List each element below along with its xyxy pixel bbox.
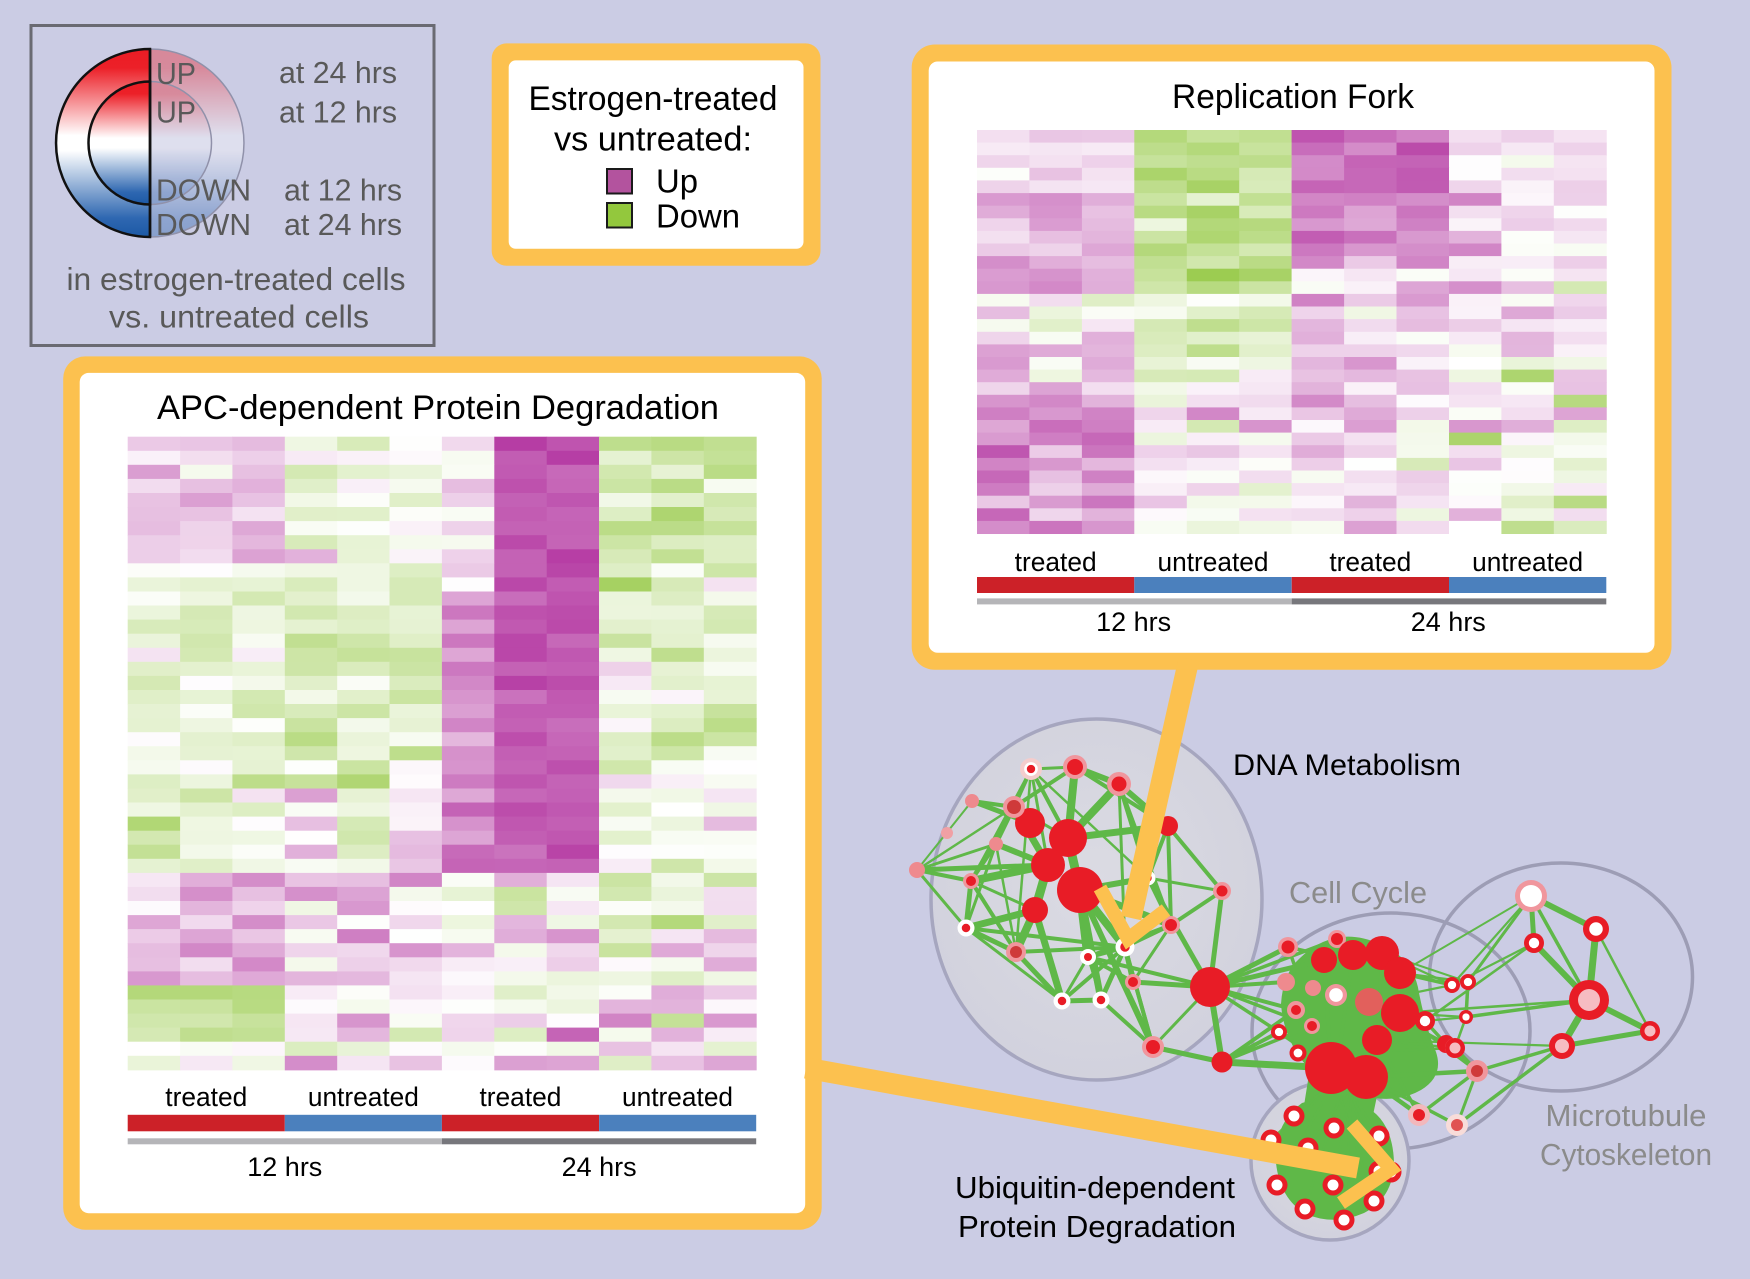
svg-text:Down: Down	[656, 198, 740, 235]
svg-text:untreated: untreated	[308, 1082, 419, 1112]
svg-text:DNA Metabolism: DNA Metabolism	[1233, 749, 1461, 782]
svg-text:at 24 hrs: at 24 hrs	[284, 207, 402, 242]
svg-text:untreated: untreated	[1472, 547, 1583, 577]
svg-text:DOWN: DOWN	[156, 173, 251, 208]
svg-text:vs untreated:: vs untreated:	[554, 121, 752, 159]
svg-text:UP: UP	[156, 95, 196, 130]
svg-text:at 12 hrs: at 12 hrs	[279, 95, 397, 130]
svg-text:Estrogen-treated: Estrogen-treated	[529, 80, 778, 118]
svg-text:Replication Fork: Replication Fork	[1172, 78, 1415, 116]
svg-text:treated: treated	[165, 1082, 247, 1112]
svg-text:24 hrs: 24 hrs	[562, 1152, 637, 1182]
svg-text:treated: treated	[479, 1082, 561, 1112]
svg-text:24 hrs: 24 hrs	[1411, 607, 1486, 637]
svg-text:untreated: untreated	[1157, 547, 1268, 577]
svg-text:Microtubule: Microtubule	[1546, 1099, 1707, 1133]
svg-text:Up: Up	[656, 163, 698, 200]
svg-text:treated: treated	[1329, 547, 1411, 577]
svg-text:DOWN: DOWN	[156, 207, 251, 242]
svg-text:untreated: untreated	[622, 1082, 733, 1112]
svg-text:Ubiquitin-dependent: Ubiquitin-dependent	[955, 1170, 1235, 1205]
svg-text:APC-dependent Protein Degradat: APC-dependent Protein Degradation	[157, 389, 719, 427]
svg-text:12 hrs: 12 hrs	[247, 1152, 322, 1182]
svg-text:Cytoskeleton: Cytoskeleton	[1540, 1138, 1712, 1172]
svg-text:in estrogen-treated cells: in estrogen-treated cells	[67, 261, 406, 297]
svg-text:vs. untreated cells: vs. untreated cells	[109, 299, 369, 335]
svg-text:at 24 hrs: at 24 hrs	[279, 55, 397, 90]
svg-text:12 hrs: 12 hrs	[1096, 607, 1171, 637]
svg-text:UP: UP	[156, 56, 196, 91]
svg-text:treated: treated	[1015, 547, 1097, 577]
svg-text:Cell Cycle: Cell Cycle	[1289, 876, 1427, 910]
svg-text:Protein Degradation: Protein Degradation	[958, 1209, 1236, 1244]
svg-text:at 12 hrs: at 12 hrs	[284, 173, 402, 208]
